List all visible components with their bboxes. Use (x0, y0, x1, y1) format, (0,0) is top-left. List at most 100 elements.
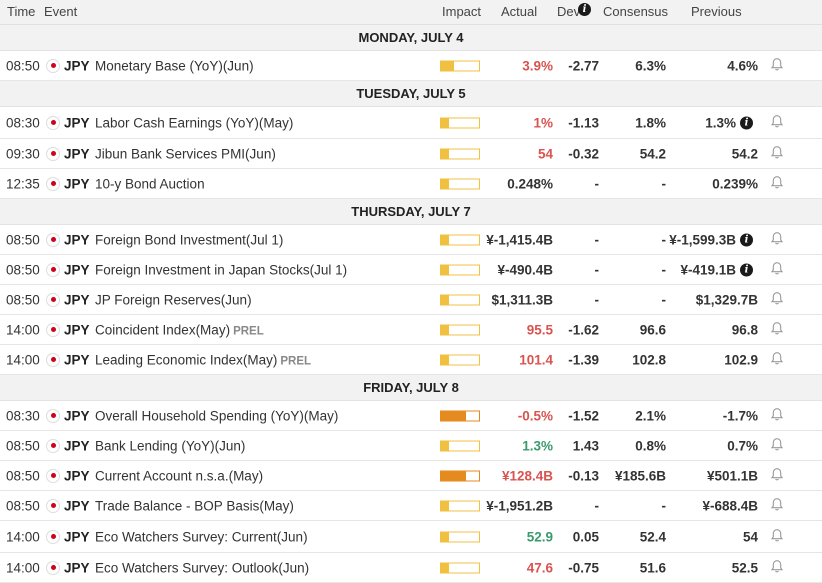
event-row[interactable]: 14:00 JPY Eco Watchers Survey: Outlook(Jun… (0, 553, 822, 583)
event-currency: JPY (64, 292, 90, 307)
event-name[interactable]: 10-y Bond Auction (95, 176, 205, 191)
bell-icon[interactable] (769, 144, 785, 163)
bell-icon[interactable] (769, 527, 785, 546)
event-time: 08:50 (6, 438, 40, 453)
event-time: 08:30 (6, 115, 40, 130)
event-name[interactable]: Foreign Investment in Japan Stocks(Jul 1… (95, 262, 347, 277)
impact-fill (441, 179, 449, 188)
event-name[interactable]: Monetary Base (YoY)(Jun) (95, 58, 254, 73)
event-time: 14:00 (6, 352, 40, 367)
event-currency: JPY (64, 176, 90, 191)
actual-value: 3.9% (522, 58, 553, 73)
event-currency: JPY (64, 322, 90, 337)
dev-value: -2.77 (568, 58, 599, 73)
previous-value: 4.6% (727, 58, 758, 73)
event-name[interactable]: Eco Watchers Survey: Outlook(Jun) (95, 560, 309, 575)
impact-fill (441, 118, 449, 127)
bell-icon[interactable] (769, 174, 785, 193)
event-row[interactable]: 09:30 JPY Jibun Bank Services PMI(Jun) 54 -0… (0, 139, 822, 169)
event-name[interactable]: JP Foreign Reserves(Jun) (95, 292, 252, 307)
event-name[interactable]: Coincident Index(May) PREL (95, 322, 264, 337)
event-time: 09:30 (6, 146, 40, 161)
japan-flag-icon (47, 530, 59, 543)
impact-fill (441, 532, 449, 541)
previous-value: 1.3% (705, 115, 736, 130)
event-row[interactable]: 12:35 JPY 10-y Bond Auction 0.248% - - 0.239% (0, 169, 822, 199)
bell-icon[interactable] (769, 113, 785, 132)
event-row[interactable]: 14:00 JPY Leading Economic Index(May) PREL 1… (0, 345, 822, 375)
event-row[interactable]: 08:50 JPY Monetary Base (YoY)(Jun) 3.9% -2.7… (0, 51, 822, 81)
bell-icon[interactable] (769, 290, 785, 309)
event-name[interactable]: Foreign Bond Investment(Jul 1) (95, 232, 283, 247)
impact-meter (440, 410, 480, 421)
previous-value: 54 (742, 529, 758, 544)
dev-value: -1.52 (568, 408, 599, 423)
event-row[interactable]: 14:00 JPY Eco Watchers Survey: Current(Jun… (0, 521, 822, 553)
dev-value: -1.39 (568, 352, 599, 367)
previous-value: ¥-419.1B (680, 262, 736, 277)
event-name[interactable]: Bank Lending (YoY)(Jun) (95, 438, 245, 453)
info-icon[interactable]: i (578, 3, 591, 16)
event-row[interactable]: 14:00 JPY Coincident Index(May) PREL 95.5 -1.… (0, 315, 822, 345)
event-name[interactable]: Trade Balance - BOP Basis(May) (95, 498, 294, 513)
previous-value: ¥-1,599.3B (669, 232, 736, 247)
impact-meter (440, 117, 480, 128)
bell-icon[interactable] (769, 496, 785, 515)
dev-value: - (594, 262, 600, 277)
impact-fill (441, 61, 455, 70)
bell-icon[interactable] (769, 350, 785, 369)
impact-meter (440, 562, 480, 573)
info-icon[interactable]: i (740, 116, 753, 129)
bell-icon[interactable] (769, 260, 785, 279)
bell-icon[interactable] (769, 320, 785, 339)
japan-flag-icon (47, 323, 59, 336)
event-title: Coincident Index(May) (95, 322, 231, 337)
event-row[interactable]: 08:50 JPY Foreign Investment in Japan Stoc… (0, 255, 822, 285)
event-name[interactable]: Overall Household Spending (YoY)(May) (95, 408, 338, 423)
consensus-value: - (661, 292, 667, 307)
event-name[interactable]: Labor Cash Earnings (YoY)(May) (95, 115, 293, 130)
event-row[interactable]: 08:30 JPY Overall Household Spending (YoY)… (0, 401, 822, 431)
impact-fill (441, 411, 466, 420)
event-row[interactable]: 08:50 JPY Bank Lending (YoY)(Jun) 1.3% 1.43 0… (0, 431, 822, 461)
event-row[interactable]: 08:50 JPY Foreign Bond Investment(Jul 1) ¥-… (0, 225, 822, 255)
event-name[interactable]: Eco Watchers Survey: Current(Jun) (95, 529, 308, 544)
event-currency: JPY (64, 146, 90, 161)
consensus-value: 1.8% (635, 115, 666, 130)
event-time: 08:30 (6, 408, 40, 423)
impact-meter (440, 294, 480, 305)
event-name[interactable]: Leading Economic Index(May) PREL (95, 352, 311, 367)
bell-icon[interactable] (769, 406, 785, 425)
event-name[interactable]: Jibun Bank Services PMI(Jun) (95, 146, 276, 161)
consensus-value: - (661, 176, 667, 191)
consensus-value: 96.6 (639, 322, 666, 337)
bell-icon[interactable] (769, 558, 785, 577)
info-icon[interactable]: i (740, 233, 753, 246)
header-time: Time (7, 4, 36, 19)
consensus-value: 52.4 (639, 529, 666, 544)
info-icon[interactable]: i (740, 263, 753, 276)
event-row[interactable]: 08:50 JPY JP Foreign Reserves(Jun) $1,311.3… (0, 285, 822, 315)
consensus-value: - (661, 498, 667, 513)
japan-flag-icon (47, 116, 59, 129)
bell-icon[interactable] (769, 56, 785, 75)
event-currency: JPY (64, 58, 90, 73)
event-title: Overall Household Spending (YoY)(May) (95, 408, 339, 423)
prel-badge: PREL (280, 355, 312, 367)
japan-flag-icon (47, 469, 59, 482)
event-time: 08:50 (6, 232, 40, 247)
event-title: Foreign Investment in Japan Stocks(Jul 1… (95, 262, 348, 277)
actual-value: 52.9 (526, 529, 553, 544)
event-row[interactable]: 08:50 JPY Current Account n.s.a.(May) ¥128.… (0, 461, 822, 491)
bell-icon[interactable] (769, 436, 785, 455)
header-previous: Previous (691, 4, 742, 19)
bell-icon[interactable] (769, 466, 785, 485)
consensus-value: 51.6 (639, 560, 666, 575)
event-row[interactable]: 08:50 JPY Trade Balance - BOP Basis(May) ¥-… (0, 491, 822, 521)
previous-value: ¥-688.4B (702, 498, 758, 513)
event-row[interactable]: 08:30 JPY Labor Cash Earnings (YoY)(May) 1%… (0, 107, 822, 139)
event-name[interactable]: Current Account n.s.a.(May) (95, 468, 263, 483)
previous-value: ¥501.1B (706, 468, 758, 483)
bell-icon[interactable] (769, 230, 785, 249)
event-currency: JPY (64, 115, 90, 130)
